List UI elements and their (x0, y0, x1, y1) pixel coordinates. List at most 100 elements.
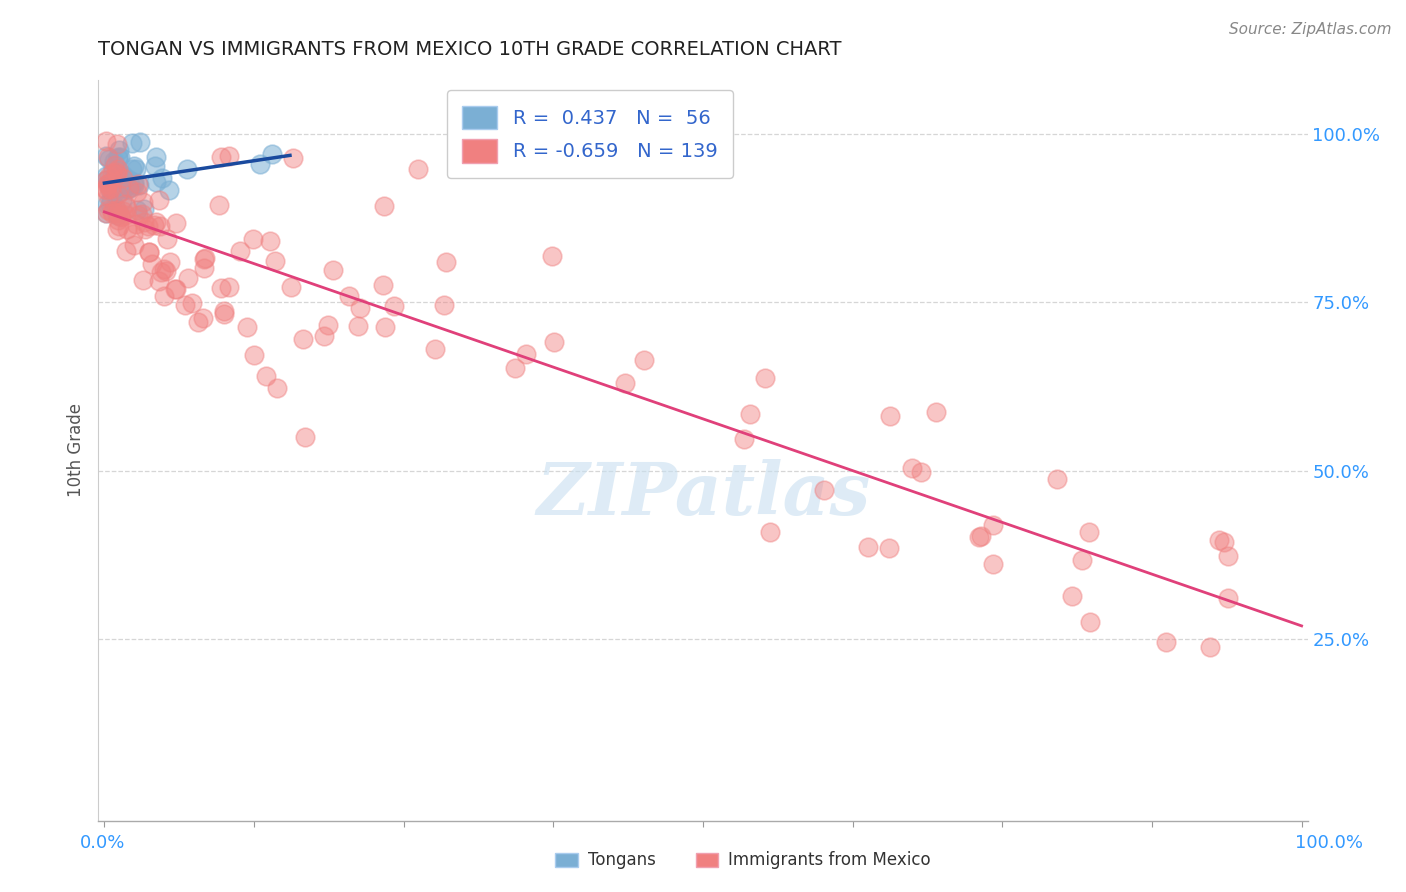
Point (118, 177, 141, 191)
Point (264, 254, 287, 268)
Point (148, 194, 170, 208)
Point (214, 307, 236, 321)
Point (100, 178, 122, 193)
Point (132, 202, 155, 216)
Point (208, 198, 231, 212)
Point (136, 219, 159, 234)
Point (107, 186, 129, 201)
Point (249, 156, 271, 170)
Point (150, 171, 173, 186)
Point (97, 189, 120, 203)
Point (124, 159, 146, 173)
Point (105, 165, 128, 179)
Point (94, 184, 117, 198)
Point (107, 150, 129, 164)
Point (141, 257, 163, 271)
Point (733, 433, 755, 447)
Point (312, 328, 335, 343)
Point (515, 347, 537, 361)
Point (98, 152, 121, 166)
Point (1212, 534, 1234, 549)
Point (98, 197, 121, 211)
Point (543, 334, 565, 349)
Point (107, 163, 129, 178)
Point (103, 158, 125, 172)
Point (165, 216, 187, 230)
Text: Immigrants from Mexico: Immigrants from Mexico (728, 851, 931, 869)
Point (349, 301, 371, 316)
Point (117, 201, 139, 215)
Point (100, 206, 122, 220)
Text: 100.0%: 100.0% (1295, 834, 1362, 852)
Point (132, 195, 155, 210)
Point (100, 175, 122, 189)
Point (322, 263, 344, 277)
Point (1060, 589, 1083, 603)
Point (1077, 525, 1099, 540)
Point (105, 223, 128, 237)
Point (382, 299, 405, 313)
Point (118, 181, 141, 195)
Point (294, 430, 316, 444)
Point (103, 179, 125, 194)
Point (150, 265, 173, 279)
Text: Tongans: Tongans (588, 851, 655, 869)
Point (132, 273, 155, 287)
Point (110, 184, 132, 198)
Point (94, 173, 117, 187)
Point (145, 159, 167, 173)
Point (337, 289, 360, 303)
Point (107, 213, 129, 227)
Point (406, 162, 429, 177)
Point (94, 206, 117, 220)
Point (107, 152, 129, 166)
Point (103, 154, 125, 169)
Point (159, 255, 181, 269)
Point (754, 371, 776, 385)
Point (121, 136, 143, 150)
Text: ZIPatlas: ZIPatlas (536, 459, 870, 531)
Point (110, 193, 132, 207)
Point (194, 251, 217, 265)
Point (107, 206, 129, 220)
Point (127, 177, 149, 191)
Point (128, 178, 150, 192)
Point (128, 208, 150, 222)
Point (1078, 615, 1101, 629)
Point (108, 179, 131, 194)
Point (155, 264, 177, 278)
Point (193, 261, 215, 276)
Point (266, 382, 288, 396)
Point (142, 219, 165, 233)
Point (101, 166, 124, 180)
Point (540, 249, 562, 263)
Point (107, 219, 129, 233)
Point (134, 215, 156, 229)
Point (242, 232, 264, 246)
Point (505, 361, 527, 376)
Point (259, 234, 281, 248)
Point (187, 315, 209, 329)
Point (104, 167, 127, 181)
Point (145, 175, 167, 189)
Point (218, 280, 240, 294)
Point (156, 232, 179, 246)
Point (373, 199, 395, 213)
Legend: R =  0.437   N =  56, R = -0.659   N = 139: R = 0.437 N = 56, R = -0.659 N = 139 (447, 90, 733, 178)
Point (94, 169, 117, 183)
Point (1198, 640, 1220, 655)
Point (103, 186, 125, 201)
Point (423, 342, 446, 356)
Point (94, 134, 117, 148)
Point (242, 348, 264, 362)
Point (181, 296, 204, 310)
Point (114, 197, 136, 211)
Point (122, 238, 145, 252)
Point (967, 530, 990, 544)
Point (218, 148, 240, 162)
Point (254, 368, 277, 383)
Point (260, 147, 283, 161)
Point (131, 207, 153, 221)
Y-axis label: 10th Grade: 10th Grade (67, 403, 86, 498)
Point (97, 202, 120, 217)
